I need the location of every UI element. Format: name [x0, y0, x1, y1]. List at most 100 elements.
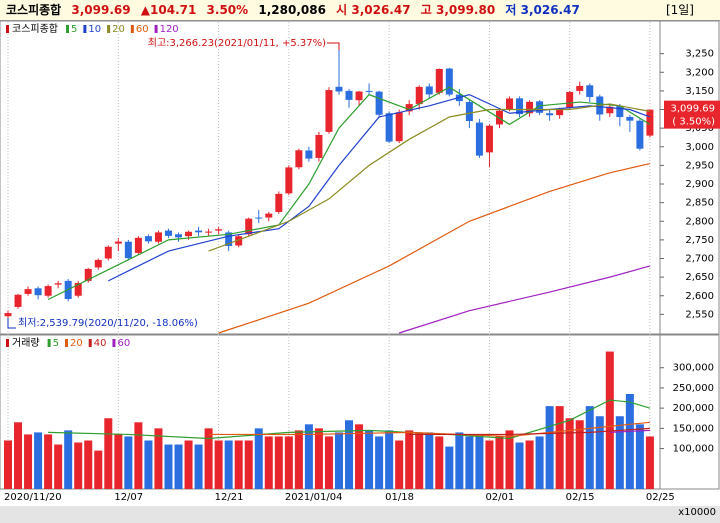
- volume-bar: [625, 394, 634, 489]
- candle-body: [385, 113, 393, 142]
- y-tick-label: 3,250: [685, 49, 714, 60]
- volume-bar: [565, 418, 574, 489]
- candle-body: [576, 85, 584, 91]
- legend-swatch: [154, 25, 158, 33]
- volume-bar: [375, 436, 384, 489]
- volume-bar: [234, 440, 243, 489]
- candle-body: [586, 85, 594, 97]
- candle-body: [195, 230, 203, 233]
- x-tick-label: 12/21: [215, 492, 244, 503]
- volume: 1,280,086: [258, 3, 326, 17]
- volume-bar: [535, 436, 544, 489]
- volume-bar: [465, 436, 474, 489]
- legend-entry: 20: [70, 338, 83, 349]
- legend-entry: 5: [71, 24, 77, 35]
- legend-swatch: [66, 25, 69, 33]
- candle-body: [4, 313, 12, 317]
- candle-body: [365, 90, 373, 92]
- volume-bar: [475, 434, 484, 489]
- candle-body: [134, 237, 142, 253]
- ma-line: [609, 429, 650, 434]
- volume-bar: [204, 428, 213, 489]
- legend-swatch: [64, 339, 68, 347]
- x-tick-label: 02/01: [485, 492, 514, 503]
- candle-body: [74, 282, 82, 296]
- legend-entry: 5: [53, 338, 59, 349]
- legend-swatch: [6, 25, 9, 33]
- candle-body: [435, 68, 443, 93]
- volume-bar: [314, 428, 323, 489]
- volume-bar: [605, 351, 614, 489]
- candle-body: [265, 213, 273, 218]
- candle-body: [275, 193, 283, 212]
- volume-bar: [294, 430, 303, 489]
- y-tick-label: 2,850: [685, 198, 714, 209]
- volume-bar: [74, 442, 83, 489]
- volume-bar: [525, 440, 534, 489]
- volume-bar: [214, 440, 223, 489]
- high: 고 3,099.80: [420, 3, 496, 17]
- price-panel: [0, 20, 720, 335]
- candle-body: [375, 91, 383, 115]
- legend-swatch: [107, 25, 111, 33]
- volume-bar: [304, 424, 313, 489]
- volume-bar: [495, 436, 504, 489]
- volume-bar: [144, 440, 153, 489]
- y-tick-label: 3,200: [685, 67, 714, 78]
- change-pct: 3.50%: [206, 3, 249, 17]
- candle-body: [445, 68, 453, 95]
- price-tag-change: ( 3.50%): [672, 117, 715, 128]
- candle-body: [626, 116, 634, 121]
- legend-swatch: [83, 25, 87, 33]
- period[interactable]: [1일]: [665, 3, 694, 17]
- scroll-strip[interactable]: [0, 506, 720, 523]
- open: 시 3,026.47: [336, 3, 411, 17]
- legend-swatch: [88, 339, 92, 347]
- candle-body: [315, 134, 323, 158]
- annotation-arrow: [7, 318, 16, 329]
- ma-line: [208, 103, 651, 252]
- legend-title: 거래량: [12, 337, 40, 349]
- candle-body: [345, 90, 353, 100]
- candle-body: [14, 294, 22, 307]
- volume-bar: [395, 440, 404, 489]
- y-tick-label: 3,000: [685, 142, 714, 153]
- candle-body: [465, 102, 473, 122]
- candle-body: [395, 112, 403, 142]
- price: 3,099.69: [71, 3, 131, 17]
- volume-bar: [515, 442, 524, 489]
- volume-bar: [244, 440, 253, 489]
- candle-body: [485, 125, 493, 153]
- candle-body: [475, 122, 483, 156]
- candle-body: [546, 113, 554, 116]
- volume-bar: [224, 440, 233, 489]
- header-bar: 코스피종합 3,099.69 ▲104.71 3.50% 1,280,086 시…: [0, 0, 720, 21]
- y-tick-label: 2,950: [685, 160, 714, 171]
- volume-bar: [545, 406, 554, 489]
- candle-body: [606, 106, 614, 114]
- volume-bar: [164, 444, 173, 489]
- candle-body: [526, 101, 534, 114]
- volume-bar: [194, 444, 203, 489]
- legend-entry: 10: [88, 24, 101, 35]
- candle-body: [556, 109, 564, 116]
- candle-body: [154, 232, 162, 242]
- legend-entry: 40: [94, 338, 107, 349]
- ma-line: [409, 427, 650, 436]
- annotation: 최저:2,539.79(2020/11/20, -18.06%): [18, 317, 198, 329]
- x-tick-label: 2021/01/04: [285, 492, 343, 503]
- candle-body: [164, 230, 172, 236]
- ma-line: [218, 162, 651, 334]
- candle-body: [335, 86, 343, 92]
- candle-body: [295, 150, 303, 168]
- candle-body: [536, 101, 544, 113]
- candle-body: [144, 236, 152, 242]
- candle-body: [325, 90, 333, 132]
- y-tick-label: 2,650: [685, 272, 714, 283]
- y-tick-label: 250,000: [673, 383, 714, 394]
- candle-body: [405, 104, 413, 112]
- volume-bar: [585, 406, 594, 489]
- candle-body: [415, 86, 423, 104]
- volume-bar: [324, 436, 333, 489]
